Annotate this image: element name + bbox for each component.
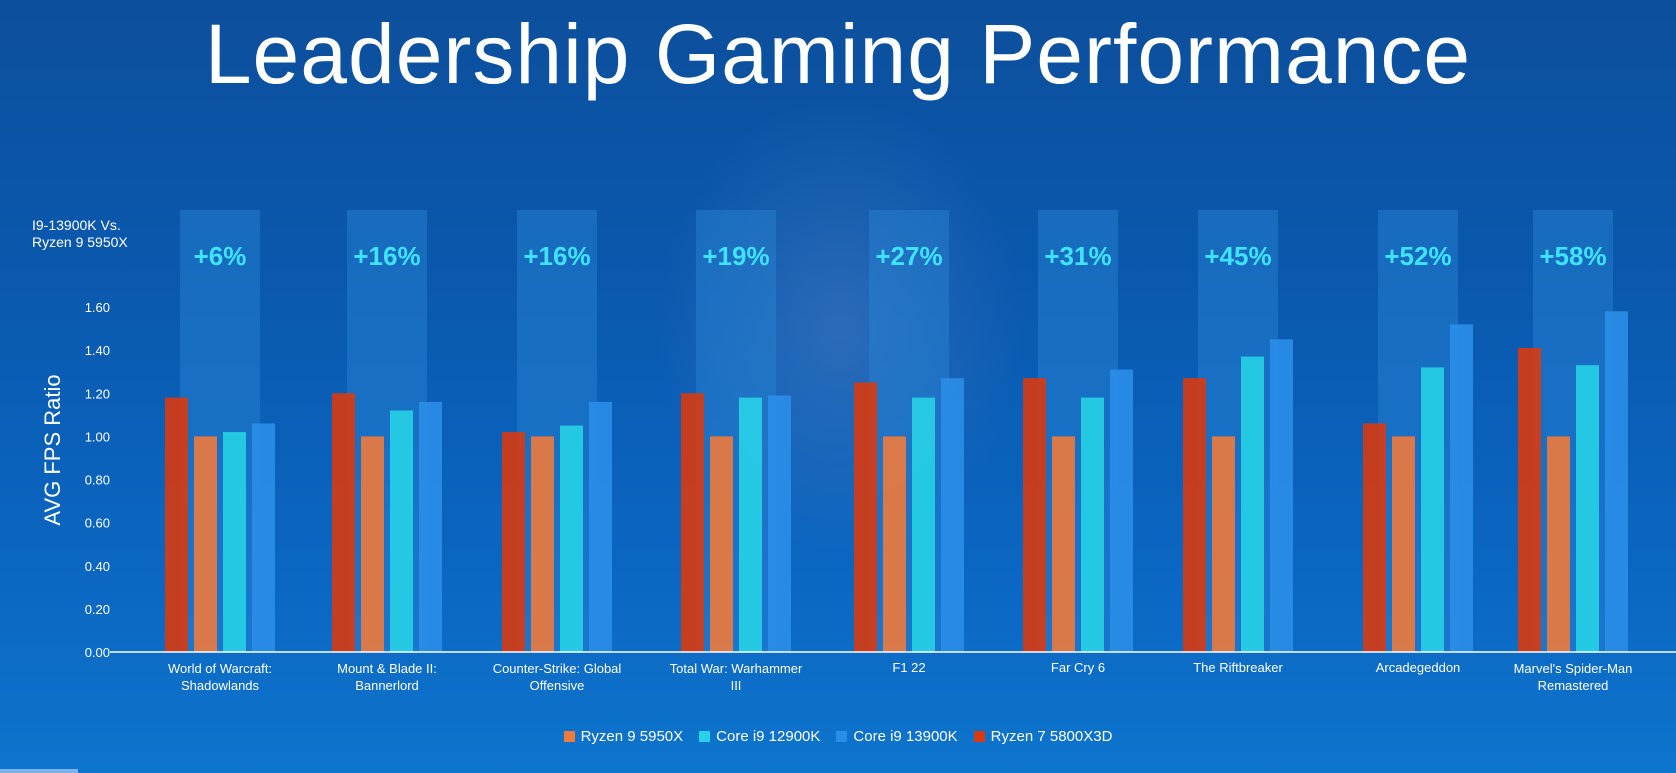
bar-ryzen-7-5800x3d <box>1183 378 1206 652</box>
uplift-label: +58% <box>1539 241 1606 271</box>
x-tick-label: Shadowlands <box>181 678 260 693</box>
x-tick-label: Remastered <box>1538 678 1609 693</box>
legend-swatch <box>973 731 985 742</box>
bar-core-i9-13900k <box>1605 311 1628 652</box>
uplift-column <box>1038 210 1118 652</box>
bar-core-i9-13900k <box>941 378 964 652</box>
x-tick-label: Far Cry 6 <box>1051 660 1105 675</box>
x-tick-label: Mount & Blade II: <box>337 661 437 676</box>
x-tick-label: Arcadegeddon <box>1376 660 1461 675</box>
legend: Ryzen 9 5950X Core i9 12900K Core i9 13900… <box>0 728 1676 745</box>
bar-ryzen-7-5800x3d <box>854 382 877 652</box>
bar-core-i9-13900k <box>1450 324 1473 652</box>
legend-label: Core i9 12900K <box>716 728 821 745</box>
bar-ryzen-9-5950x <box>1392 436 1415 652</box>
bar-ryzen-7-5800x3d <box>502 432 525 652</box>
legend-swatch <box>563 731 575 742</box>
x-tick-label: Marvel's Spider-Man <box>1514 661 1633 676</box>
bar-ryzen-7-5800x3d <box>332 393 355 652</box>
y-tick-label: 1.60 <box>85 300 110 315</box>
y-axis-label: AVG FPS Ratio <box>40 374 65 525</box>
legend-swatch <box>699 731 711 742</box>
x-tick-label: Bannerlord <box>355 678 419 693</box>
legend-item: Ryzen 9 5950X <box>563 728 684 745</box>
y-tick-label: 0.80 <box>85 473 110 488</box>
x-tick-label: Total War: Warhammer <box>670 661 803 676</box>
bar-core-i9-13900k <box>768 395 791 652</box>
y-tick-label: 0.40 <box>85 559 110 574</box>
y-tick-label: 1.40 <box>85 343 110 358</box>
bar-core-i9-12900k <box>739 397 762 652</box>
bar-ryzen-7-5800x3d <box>681 393 704 652</box>
bar-core-i9-12900k <box>1081 397 1104 652</box>
legend-label: Core i9 13900K <box>853 728 958 745</box>
bar-core-i9-12900k <box>390 410 413 652</box>
uplift-label: +52% <box>1384 241 1451 271</box>
uplift-column <box>1198 210 1278 652</box>
uplift-label: +19% <box>702 241 769 271</box>
legend-item: Ryzen 7 5800X3D <box>973 728 1113 745</box>
bar-core-i9-13900k <box>419 401 442 652</box>
legend-label: Ryzen 9 5950X <box>580 728 684 745</box>
bar-ryzen-9-5950x <box>194 436 217 652</box>
uplift-label: +27% <box>875 241 942 271</box>
bar-core-i9-13900k <box>589 401 612 652</box>
bar-ryzen-7-5800x3d <box>1363 423 1386 652</box>
y-tick-label: 0.00 <box>85 645 110 660</box>
x-tick-label: World of Warcraft: <box>168 661 272 676</box>
x-tick-label: The Riftbreaker <box>1193 660 1283 675</box>
bar-ryzen-7-5800x3d <box>1023 378 1046 652</box>
bar-core-i9-13900k <box>252 423 275 652</box>
y-tick-label: 1.20 <box>85 386 110 401</box>
bar-ryzen-7-5800x3d <box>165 397 188 652</box>
x-tick-label: Offensive <box>530 678 585 693</box>
bar-core-i9-12900k <box>1241 356 1264 652</box>
uplift-label: +6% <box>194 241 247 271</box>
uplift-label: +31% <box>1044 241 1111 271</box>
uplift-label: +45% <box>1204 241 1271 271</box>
bar-ryzen-9-5950x <box>531 436 554 652</box>
bar-ryzen-9-5950x <box>1547 436 1570 652</box>
x-tick-label: F1 22 <box>892 660 925 675</box>
y-tick-label: 0.20 <box>85 602 110 617</box>
uplift-column <box>869 210 949 652</box>
legend-swatch <box>836 731 848 742</box>
uplift-column <box>1533 210 1613 652</box>
y-tick-label: 0.60 <box>85 516 110 531</box>
x-tick-label: III <box>731 678 742 693</box>
bar-core-i9-13900k <box>1110 369 1133 652</box>
bar-ryzen-7-5800x3d <box>1518 347 1541 652</box>
uplift-column <box>517 210 597 652</box>
uplift-column <box>1378 210 1458 652</box>
bar-ryzen-9-5950x <box>361 436 384 652</box>
uplift-column <box>347 210 427 652</box>
uplift-label: +16% <box>353 241 420 271</box>
decorative-bar <box>0 769 78 773</box>
bar-ryzen-9-5950x <box>1212 436 1235 652</box>
comparison-label: I9-13900K Vs. Ryzen 9 5950X <box>32 217 128 250</box>
legend-item: Core i9 12900K <box>699 728 820 745</box>
uplift-column <box>696 210 776 652</box>
bar-core-i9-12900k <box>1576 365 1599 652</box>
y-tick-label: 1.00 <box>85 429 110 444</box>
bar-ryzen-9-5950x <box>710 436 733 652</box>
legend-item: Core i9 13900K <box>836 728 958 745</box>
bar-core-i9-12900k <box>1421 367 1444 652</box>
uplift-column <box>180 210 260 652</box>
bar-core-i9-12900k <box>912 397 935 652</box>
legend-label: Ryzen 7 5800X3D <box>990 728 1113 745</box>
bar-ryzen-9-5950x <box>883 436 906 652</box>
bar-ryzen-9-5950x <box>1052 436 1075 652</box>
bar-core-i9-13900k <box>1270 339 1293 652</box>
chart-title: Leadership Gaming Performance <box>204 7 1472 101</box>
bar-core-i9-12900k <box>223 432 246 652</box>
bar-core-i9-12900k <box>560 425 583 652</box>
x-tick-label: Counter-Strike: Global <box>493 661 622 676</box>
uplift-label: +16% <box>523 241 590 271</box>
